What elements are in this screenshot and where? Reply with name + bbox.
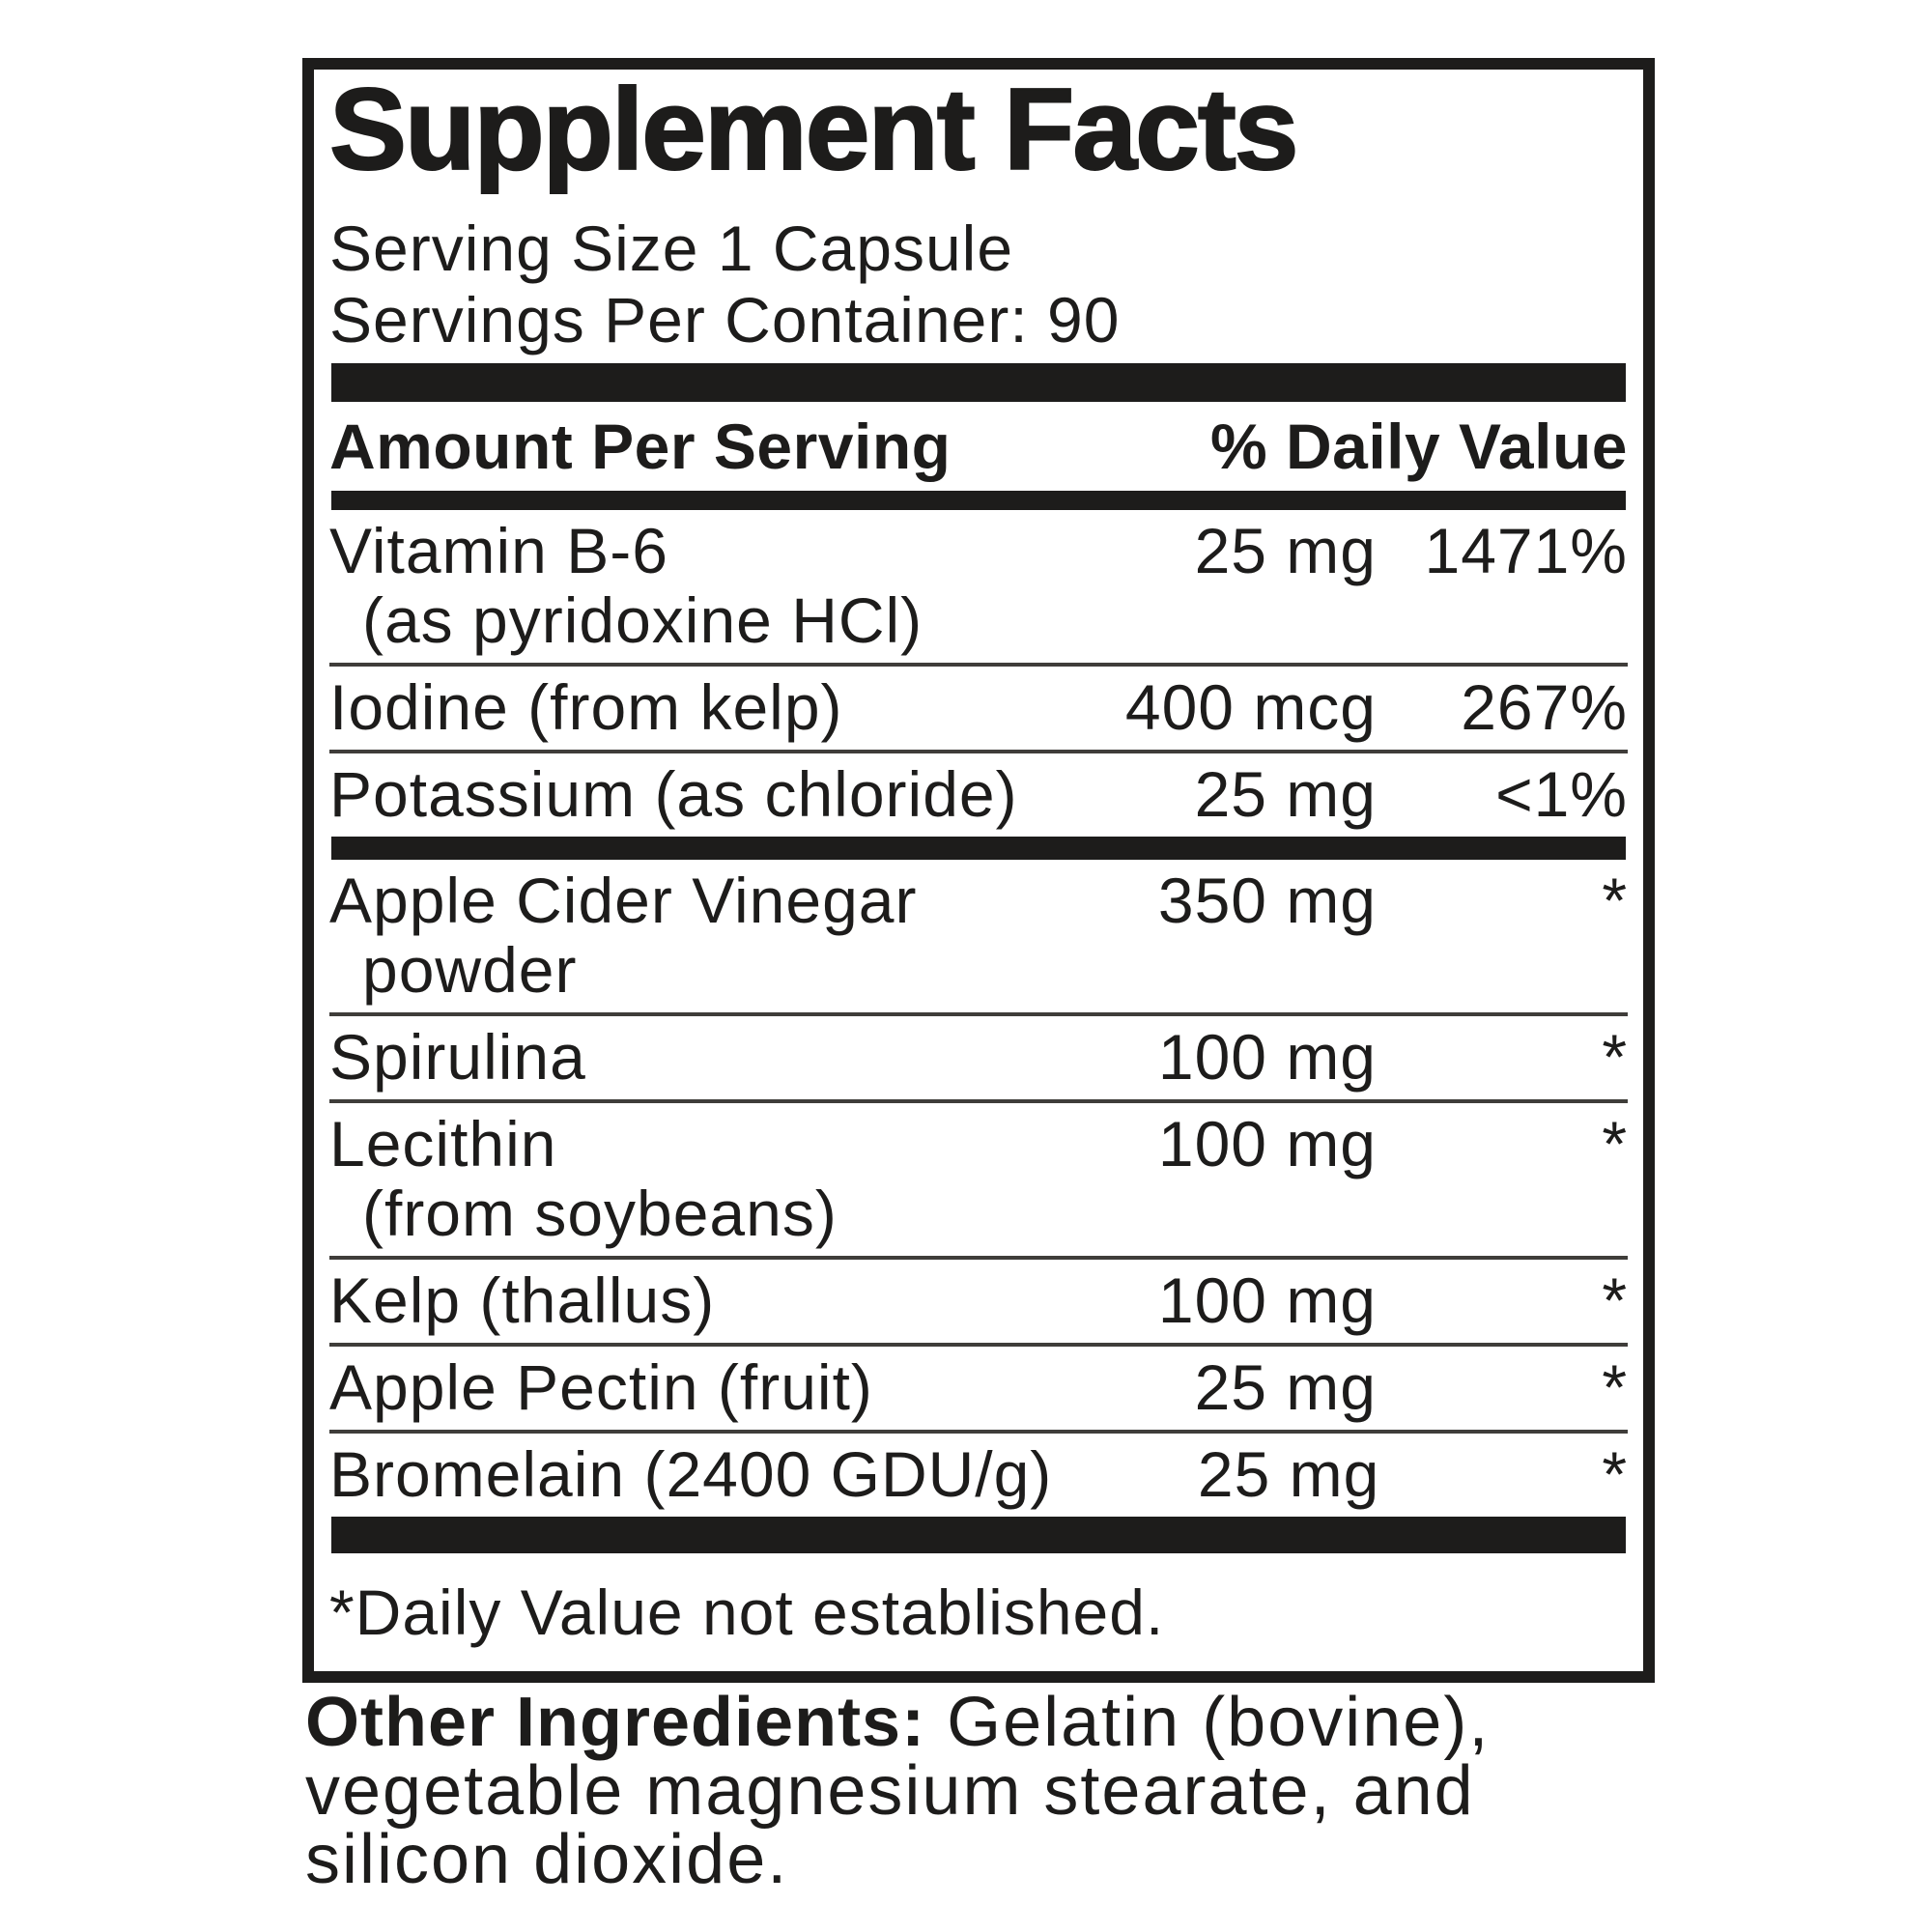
nutrient-amount: 25 mg (1194, 1351, 1377, 1423)
table-row: Lecithin (from soybeans) 100 mg * (329, 1103, 1628, 1260)
nutrient-daily-value: * (1602, 1264, 1628, 1336)
table-row: Kelp (thallus) 100 mg * (329, 1260, 1628, 1347)
nutrient-name: Lecithin (329, 1108, 557, 1179)
nutrient-daily-value: * (1602, 1021, 1628, 1093)
table-row: Spirulina 100 mg * (329, 1016, 1628, 1103)
table-row: Potassium (as chloride) 25 mg <1% (329, 753, 1628, 837)
daily-value-column-header: % Daily Value (1209, 411, 1628, 482)
table-row: Apple Pectin (fruit) 25 mg * (329, 1347, 1628, 1434)
table-row: Iodine (from kelp) 400 mcg 267% (329, 667, 1628, 753)
nutrient-daily-value: 1471% (1424, 515, 1628, 586)
divider-bar-header (331, 491, 1626, 510)
panel-title: Supplement Facts (328, 65, 1300, 194)
other-ingredients-line3: silicon dioxide. (305, 1821, 789, 1898)
nutrient-daily-value: * (1602, 1438, 1628, 1510)
nutrient-name: Bromelain (2400 GDU/g) (329, 1438, 1053, 1510)
nutrient-name: Potassium (as chloride) (329, 758, 1018, 830)
nutrient-amount: 400 mcg (1124, 671, 1377, 743)
divider-bar-bottom (331, 1517, 1626, 1553)
nutrient-amount: 25 mg (1194, 758, 1377, 830)
nutrient-name: Spirulina (329, 1021, 586, 1093)
divider-bar-middle (331, 837, 1626, 860)
amount-column-header: Amount Per Serving (329, 411, 952, 482)
daily-value-footnote: *Daily Value not established. (329, 1577, 1165, 1648)
table-row: Bromelain (2400 GDU/g) 25 mg * (329, 1434, 1628, 1517)
nutrient-daily-value: 267% (1461, 671, 1628, 743)
other-ingredients-line2: vegetable magnesium stearate, and (305, 1752, 1475, 1830)
nutrient-name: Kelp (thallus) (329, 1264, 716, 1336)
facts-box: Supplement Facts Serving Size 1 Capsule … (302, 58, 1655, 1683)
nutrient-amount: 100 mg (1157, 1021, 1377, 1093)
nutrient-subname: (as pyridoxine HCl) (362, 584, 923, 656)
nutrient-daily-value: * (1602, 1351, 1628, 1423)
nutrient-amount: 25 mg (1194, 515, 1377, 586)
nutrient-amount: 350 mg (1157, 865, 1377, 936)
nutrient-amount: 100 mg (1157, 1108, 1377, 1179)
nutrient-subname: (from soybeans) (362, 1178, 838, 1249)
nutrient-name: Apple Cider Vinegar (329, 865, 918, 936)
servings-per-container: Servings Per Container: 90 (329, 284, 1121, 355)
serving-info: Serving Size 1 Capsule Servings Per Cont… (329, 213, 1628, 355)
other-ingredients-line1: Gelatin (bovine), (925, 1684, 1491, 1761)
nutrient-amount: 100 mg (1157, 1264, 1377, 1336)
other-ingredients: Other Ingredients: Gelatin (bovine), veg… (305, 1688, 1706, 1898)
other-ingredients-label: Other Ingredients: (305, 1684, 926, 1761)
nutrient-daily-value: * (1602, 1108, 1628, 1179)
nutrient-name: Vitamin B-6 (329, 515, 668, 586)
nutrient-daily-value: * (1602, 865, 1628, 936)
nutrient-daily-value: <1% (1495, 758, 1628, 830)
table-row: Vitamin B-6 (as pyridoxine HCl) 25 mg 14… (329, 510, 1628, 667)
serving-size: Serving Size 1 Capsule (329, 213, 1014, 284)
nutrient-name: Iodine (from kelp) (329, 671, 843, 743)
nutrient-subname: powder (362, 934, 578, 1006)
nutrient-amount: 25 mg (1197, 1438, 1380, 1510)
nutrient-name: Apple Pectin (fruit) (329, 1351, 873, 1423)
divider-bar-top (331, 363, 1626, 402)
table-row: Apple Cider Vinegar powder 350 mg * (329, 860, 1628, 1016)
table-header: Amount Per Serving % Daily Value (329, 410, 1628, 483)
